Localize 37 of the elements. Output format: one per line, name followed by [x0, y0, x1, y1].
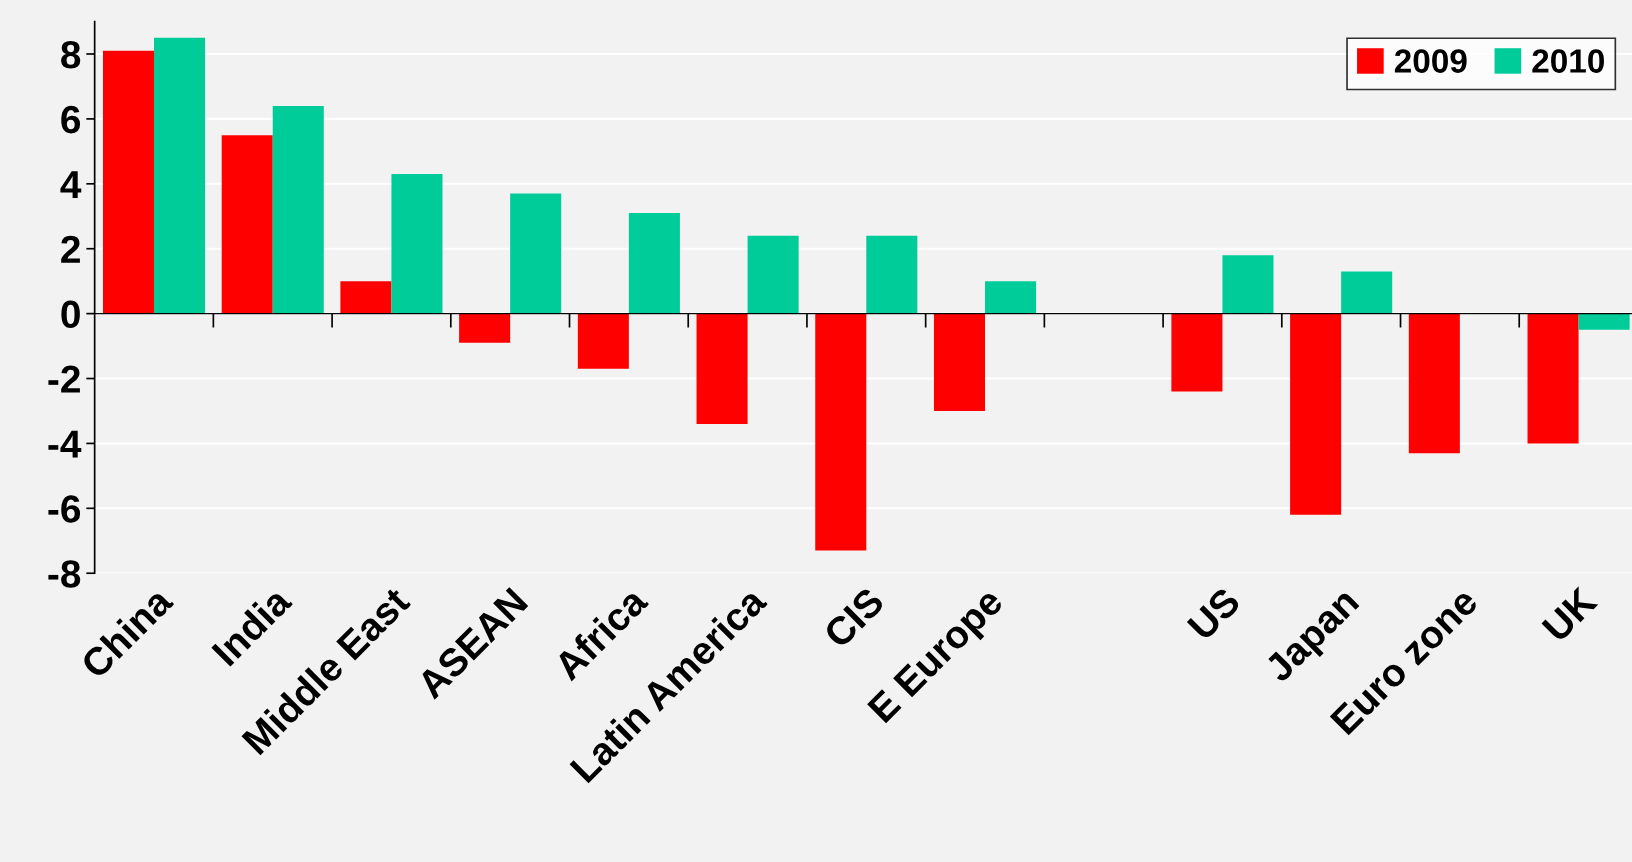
bar	[221, 135, 273, 314]
y-tick-label: 0	[61, 300, 80, 329]
bar	[985, 281, 1037, 314]
bar	[154, 37, 206, 314]
bar	[1527, 313, 1579, 444]
legend-label: 2010	[1532, 49, 1604, 73]
bar	[1341, 271, 1393, 314]
bar	[459, 313, 511, 343]
y-tick-label: 6	[61, 105, 81, 134]
y-tick-label: 8	[61, 40, 81, 69]
bar	[933, 313, 986, 411]
bar	[1171, 313, 1223, 392]
bar	[628, 213, 680, 314]
bar	[272, 105, 324, 314]
y-tick-label: 4	[60, 171, 82, 198]
bar	[510, 193, 562, 314]
bar	[747, 235, 799, 314]
y-tick-label: 2	[61, 235, 80, 263]
y-tick-label: -6	[48, 495, 81, 523]
bar	[102, 50, 155, 314]
bar	[1222, 255, 1274, 314]
bar	[815, 313, 867, 551]
bar	[1578, 313, 1630, 330]
bar	[340, 281, 392, 314]
bar	[577, 313, 629, 369]
y-tick-label: -4	[48, 430, 82, 458]
bar	[866, 235, 918, 314]
x-tick-label: US	[1186, 586, 1242, 642]
x-tick-label: UK	[1541, 585, 1599, 643]
bar	[696, 313, 748, 424]
y-tick-label: -2	[48, 365, 80, 393]
bar	[391, 174, 443, 314]
y-tick-label: -8	[48, 560, 81, 588]
bar	[1290, 313, 1342, 515]
bar	[1408, 313, 1460, 454]
legend-label: 2009	[1394, 49, 1467, 73]
x-tick-label: CIS	[822, 586, 886, 650]
